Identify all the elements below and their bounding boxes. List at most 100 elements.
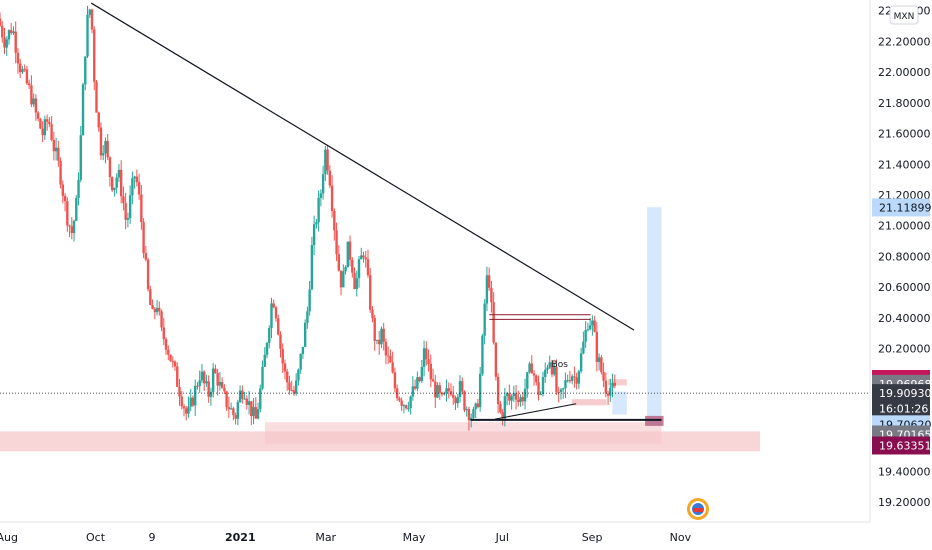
time-axis[interactable]: Aug Oct 9 2021 Mar May Jul Sep Nov — [0, 531, 692, 544]
candle — [90, 8, 94, 34]
candle — [411, 376, 415, 401]
y-tick-label: 20.40000 — [878, 312, 931, 325]
candle — [463, 390, 466, 413]
candle — [140, 184, 143, 230]
candle — [418, 376, 421, 383]
candle — [597, 353, 601, 371]
candle — [364, 251, 367, 268]
candle — [544, 362, 547, 383]
candle — [326, 144, 329, 175]
trendline[interactable] — [90, 2, 635, 331]
candle — [604, 372, 608, 398]
candle — [259, 384, 262, 413]
candle — [481, 333, 484, 376]
candle — [315, 219, 318, 229]
candle — [3, 27, 6, 54]
candle — [579, 347, 583, 374]
candle — [68, 224, 71, 238]
candle — [232, 406, 235, 421]
candle — [104, 137, 107, 164]
candle — [261, 360, 264, 391]
candle — [566, 374, 569, 383]
x-tick-label: 9 — [149, 531, 156, 544]
svg-text:19.90930: 19.90930 — [879, 387, 932, 400]
svg-text:19.63351: 19.63351 — [879, 439, 932, 452]
candle — [404, 404, 408, 410]
candle — [371, 306, 374, 323]
candle — [93, 26, 96, 91]
flag-icon[interactable] — [687, 498, 709, 520]
candle — [144, 246, 148, 262]
projection-box — [647, 207, 662, 426]
candle — [57, 140, 60, 167]
candle — [180, 390, 183, 410]
candle — [238, 385, 242, 404]
candle — [505, 391, 509, 406]
candle — [391, 351, 394, 374]
candle — [169, 354, 172, 362]
candle — [310, 236, 314, 291]
candle — [416, 371, 419, 392]
candle — [395, 384, 399, 401]
candle — [602, 362, 605, 388]
candle — [606, 390, 610, 406]
candle — [461, 377, 464, 395]
candle — [514, 384, 518, 410]
candle — [270, 297, 273, 339]
candle — [110, 176, 114, 193]
candle — [425, 341, 428, 366]
candle — [133, 175, 136, 189]
candle — [474, 402, 477, 419]
price-badge: 16:01:26 — [872, 399, 930, 418]
candle — [16, 48, 20, 74]
candle — [205, 374, 208, 387]
candle — [454, 395, 457, 410]
candle — [48, 117, 51, 127]
candle — [559, 388, 563, 400]
candle — [173, 360, 177, 371]
candle — [146, 257, 150, 292]
candle — [490, 280, 493, 313]
candle — [420, 359, 424, 384]
candle — [290, 380, 293, 392]
candle — [510, 394, 513, 410]
candle — [272, 299, 275, 309]
candle — [409, 395, 412, 415]
candle — [532, 370, 536, 386]
candle — [14, 21, 17, 64]
candle — [369, 268, 372, 313]
candle — [277, 314, 280, 336]
small-zone — [608, 379, 627, 386]
x-tick-label: 2021 — [225, 531, 256, 544]
candle — [555, 359, 558, 395]
candle — [378, 330, 381, 355]
y-tick-label: 22.00000 — [878, 66, 931, 79]
candle — [185, 405, 188, 421]
y-tick-label: 22.20000 — [878, 35, 931, 48]
candle — [225, 390, 228, 412]
candle — [478, 367, 482, 412]
candle — [521, 391, 525, 406]
candle — [344, 265, 347, 275]
candle — [537, 375, 540, 401]
y-tick-label: 19.40000 — [878, 465, 931, 478]
candle — [553, 362, 556, 377]
candle — [187, 396, 190, 418]
candle — [445, 379, 448, 402]
small-trendline[interactable] — [494, 403, 577, 420]
candle — [438, 382, 441, 400]
candle — [99, 122, 103, 160]
currency-label[interactable]: MXN — [889, 5, 919, 25]
candle — [250, 401, 253, 426]
candle — [346, 241, 349, 268]
candle — [312, 215, 316, 256]
candle — [600, 354, 603, 375]
candle — [30, 75, 33, 107]
candle — [160, 309, 163, 332]
price-badge: 21.11899 — [872, 198, 932, 217]
candle — [467, 406, 471, 431]
candle — [18, 58, 22, 79]
price-badge: 19.63351 — [872, 436, 932, 455]
candle — [151, 299, 154, 310]
